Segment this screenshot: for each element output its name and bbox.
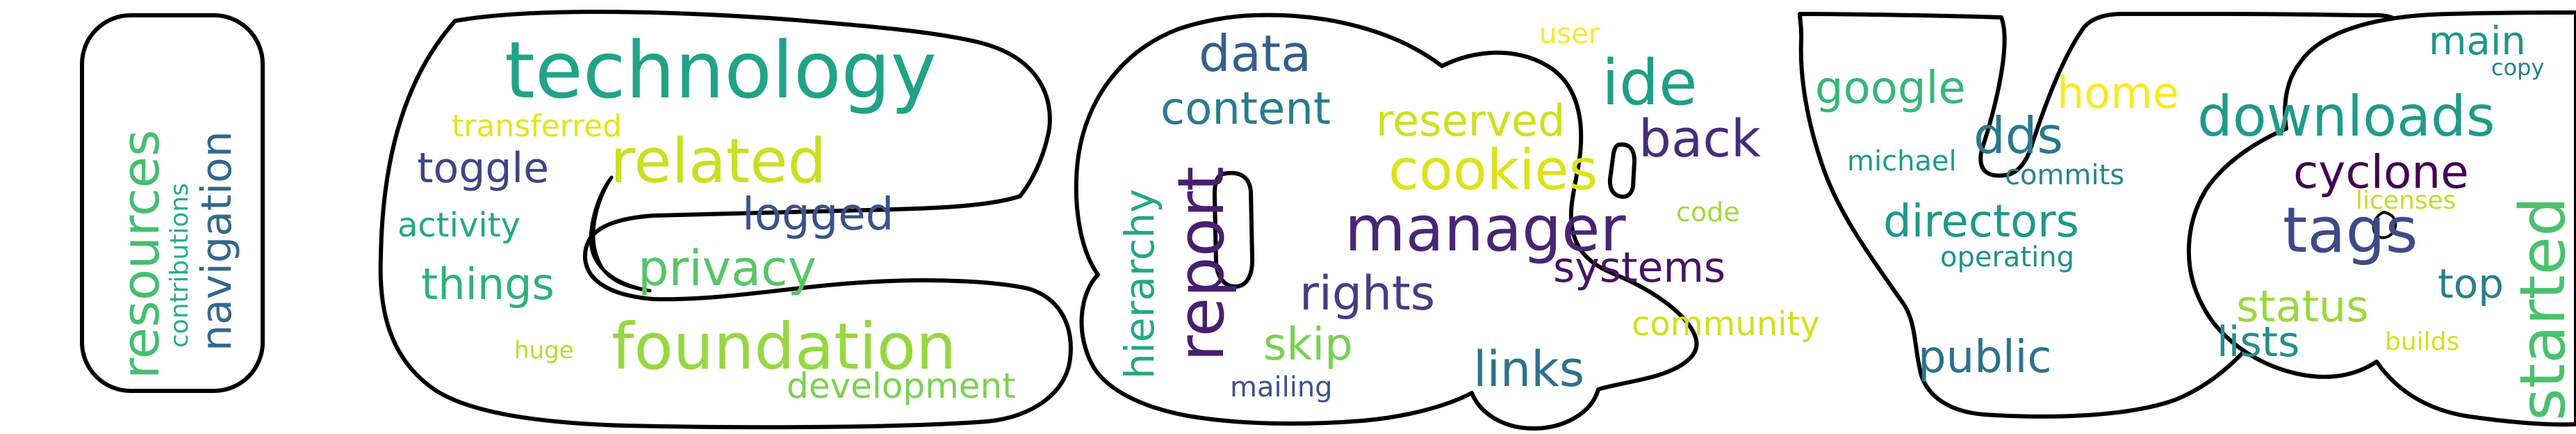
word-code: code xyxy=(1676,197,1740,227)
word-ide: ide xyxy=(1602,47,1698,120)
word-main: main xyxy=(2429,19,2526,64)
word-technology: technology xyxy=(504,26,937,116)
word-lists: lists xyxy=(2217,318,2299,367)
word-downloads: downloads xyxy=(2197,84,2495,149)
letter-x-inner-notch xyxy=(2372,211,2397,239)
word-cyclone: cyclone xyxy=(2293,145,2469,199)
letter-e-outline xyxy=(378,9,1073,430)
word-dds: dds xyxy=(1974,106,2063,165)
mask-outlines xyxy=(80,9,2576,431)
word-top: top xyxy=(2438,260,2504,307)
word-directors: directors xyxy=(1883,196,2079,248)
word-transferred: transferred xyxy=(452,108,622,144)
word-community: community xyxy=(1632,305,1820,344)
word-public: public xyxy=(1918,332,2052,383)
word-related: related xyxy=(610,125,826,197)
word-contributions: contributions xyxy=(165,183,194,348)
word-google: google xyxy=(1815,63,1966,114)
word-builds: builds xyxy=(2385,328,2459,356)
word-status: status xyxy=(2236,281,2369,332)
letter-o-outline xyxy=(1074,13,1699,431)
word-systems: systems xyxy=(1553,243,1725,292)
word-rights: rights xyxy=(1299,266,1435,321)
word-navigation: navigation xyxy=(192,131,241,351)
letter-o-inner-notch xyxy=(1607,142,1636,199)
word-content: content xyxy=(1160,83,1331,135)
word-logged: logged xyxy=(742,189,894,241)
word-user: user xyxy=(1539,18,1600,50)
word-activity: activity xyxy=(397,206,520,245)
word-cookies: cookies xyxy=(1388,138,1598,202)
pill-shape-outline xyxy=(80,13,265,393)
word-links: links xyxy=(1473,341,1584,398)
word-report: report xyxy=(1164,166,1238,362)
word-foundation: foundation xyxy=(612,310,956,384)
word-mailing: mailing xyxy=(1230,371,1333,403)
letter-o-inner-slot xyxy=(1212,170,1255,289)
word-back: back xyxy=(1639,109,1761,169)
word-layer: technology foundation related privacylogged… xyxy=(111,18,2576,421)
word-licenses: licenses xyxy=(2356,186,2456,215)
word-operating: operating xyxy=(1940,241,2074,273)
word-manager: manager xyxy=(1345,193,1626,266)
word-toggle: toggle xyxy=(417,144,549,193)
word-michael: michael xyxy=(1847,145,1957,177)
word-reserved: reserved xyxy=(1376,95,1565,146)
word-development: development xyxy=(787,366,1016,406)
word-copy: copy xyxy=(2491,54,2544,81)
word-huge: huge xyxy=(514,337,574,364)
letter-e-inner-outline xyxy=(589,175,652,293)
word-privacy: privacy xyxy=(638,240,817,297)
word-skip: skip xyxy=(1263,319,1353,371)
word-things: things xyxy=(421,259,555,310)
word-data: data xyxy=(1199,24,1311,83)
word-commits: commits xyxy=(2005,159,2124,191)
word-tags: tags xyxy=(2283,194,2418,267)
word-home: home xyxy=(2057,67,2179,118)
word-resources: resources xyxy=(111,129,171,379)
word-started: started xyxy=(2507,197,2576,421)
word-hierarchy: hierarchy xyxy=(1116,189,1163,380)
